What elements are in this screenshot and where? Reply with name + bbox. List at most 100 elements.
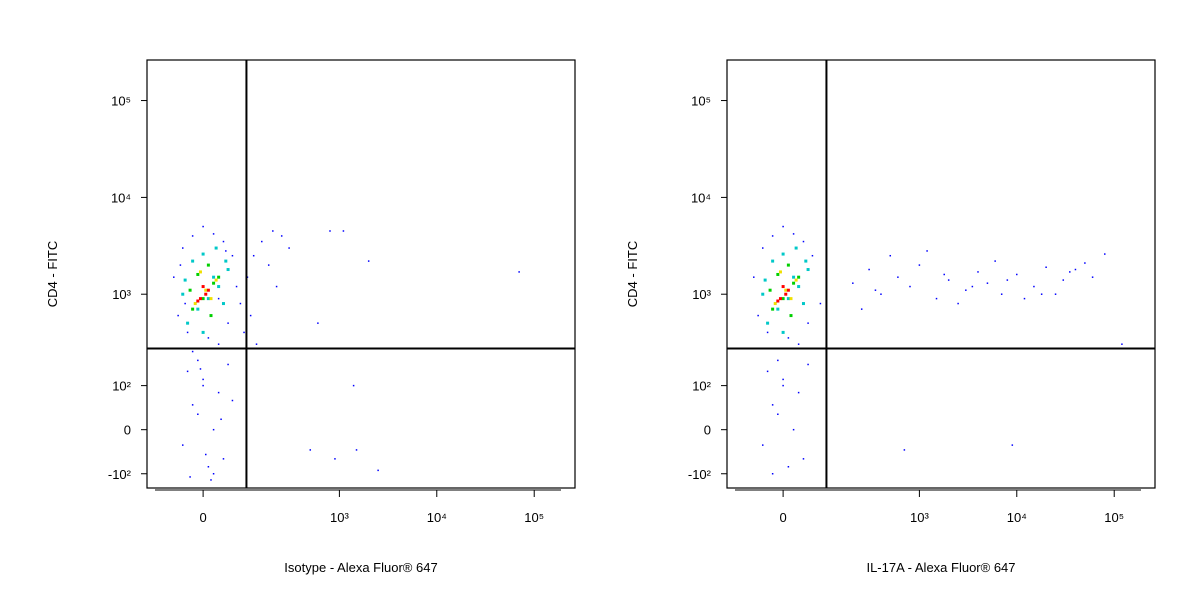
event-dot (763, 278, 767, 282)
event-dot (181, 247, 184, 249)
event-dot (201, 285, 205, 289)
event-dot (782, 384, 784, 387)
event-dot (778, 270, 782, 274)
x-tick-label: 10⁴ (1007, 510, 1027, 525)
event-dot (334, 458, 336, 460)
event-dot (184, 302, 186, 305)
event-dot (224, 259, 228, 263)
event-dot (766, 370, 769, 373)
event-dot (201, 330, 205, 334)
y-axis-title: CD4 - FITC (45, 241, 60, 307)
event-dot (317, 322, 319, 324)
event-dot (771, 473, 774, 475)
event-dot (771, 404, 774, 406)
event-dot (177, 314, 179, 317)
event-dot (957, 302, 959, 305)
event-dot (789, 297, 793, 301)
event-dot (781, 252, 785, 256)
x-tick-label: 0 (199, 510, 206, 525)
event-dot (806, 268, 810, 272)
y-tick-label: 10² (692, 379, 711, 394)
event-dot (201, 297, 205, 301)
event-dot (786, 297, 790, 301)
event-dot (792, 281, 796, 285)
y-tick-label: 10⁴ (691, 190, 711, 205)
event-dot (903, 449, 906, 451)
y-tick-label: 10² (112, 379, 131, 394)
event-dot (226, 268, 230, 272)
event-dot (1000, 293, 1003, 295)
event-dot (782, 225, 784, 228)
event-dot (802, 458, 805, 460)
event-dot (217, 297, 220, 300)
x-tick-label: 10⁵ (1104, 510, 1124, 525)
event-dot (781, 330, 785, 334)
event-dot (797, 285, 801, 289)
event-dot (804, 259, 808, 263)
event-dot (943, 273, 945, 276)
event-dot (217, 391, 220, 394)
event-dot (787, 337, 790, 339)
event-dot (807, 322, 809, 324)
event-dot (206, 263, 210, 267)
event-dot (766, 331, 769, 334)
event-dot (183, 278, 187, 282)
event-dot (1121, 343, 1123, 345)
event-dot (181, 292, 185, 296)
event-dot (1062, 279, 1065, 281)
event-dot (235, 285, 238, 288)
y-tick-label: -10² (688, 467, 712, 482)
event-dot (193, 302, 197, 306)
y-tick-label: 10⁴ (111, 190, 131, 205)
event-dot (191, 404, 194, 406)
event-dot (786, 288, 790, 292)
event-dot (889, 254, 892, 257)
event-dot (777, 413, 779, 416)
event-dot (1045, 266, 1047, 269)
event-dot (994, 260, 996, 262)
event-dot (777, 359, 779, 362)
event-dot (794, 278, 798, 282)
event-dot (198, 270, 202, 274)
event-dot (977, 271, 979, 273)
event-dot (186, 370, 189, 373)
event-dot (1006, 279, 1009, 281)
event-dot (761, 247, 764, 249)
x-axis-title: Isotype - Alexa Fluor® 647 (284, 560, 437, 575)
event-dot (1054, 293, 1057, 295)
event-dot (191, 350, 194, 353)
event-dot (191, 307, 195, 311)
event-dot (797, 391, 800, 394)
y-tick-label: 10⁵ (111, 94, 131, 109)
event-dot (874, 289, 877, 291)
event-dot (897, 276, 899, 278)
y-axis-title: CD4 - FITC (625, 241, 640, 307)
event-dot (1016, 273, 1018, 276)
event-dot (202, 378, 204, 381)
event-dot (986, 282, 989, 284)
event-dot (217, 275, 221, 279)
event-dot (1040, 293, 1043, 295)
event-dot (196, 272, 200, 276)
event-dot (868, 268, 870, 271)
event-dot (202, 384, 204, 387)
event-dot (926, 250, 928, 252)
event-dot (198, 297, 202, 301)
event-dot (222, 240, 225, 243)
event-dot (231, 254, 234, 257)
event-dot (880, 293, 882, 295)
event-dot (191, 235, 194, 237)
y-tick-label: 10³ (692, 287, 711, 302)
event-dot (221, 302, 225, 306)
y-tick-label: 0 (124, 423, 131, 438)
event-dot (1091, 276, 1094, 278)
x-tick-label: 10³ (330, 510, 349, 525)
event-dot (288, 247, 290, 249)
event-dot (342, 230, 345, 232)
event-dot (771, 235, 774, 237)
event-dot (778, 297, 782, 301)
x-tick-label: 10⁴ (427, 510, 447, 525)
event-dot (781, 285, 785, 289)
event-dot (753, 276, 755, 278)
event-dot (935, 297, 938, 300)
